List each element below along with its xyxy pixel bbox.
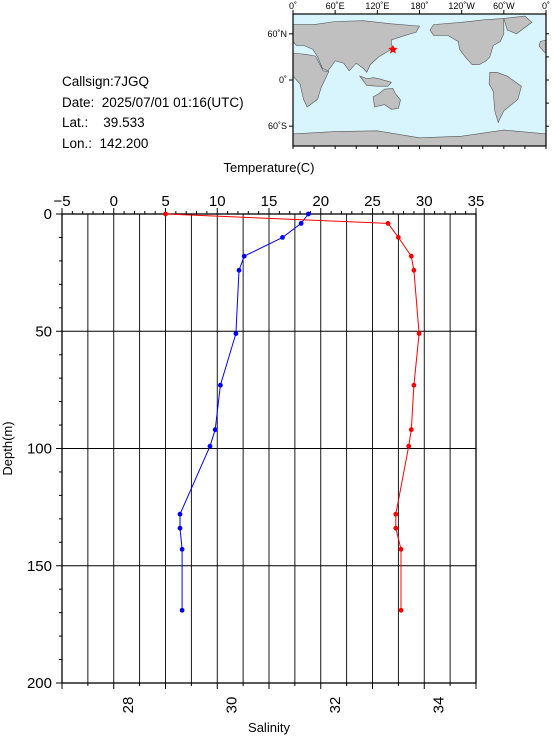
map-top-tick-label: 60˚W: [493, 1, 515, 11]
land-indonesia: [358, 75, 392, 87]
depth-axis-title: Depth(m): [0, 421, 15, 475]
depth-tick-label: 150: [27, 558, 52, 575]
temperature-tick-label: 35: [468, 193, 485, 210]
temperature-tick-label: 5: [161, 193, 169, 210]
land-greenland: [503, 15, 533, 35]
temperature-data-point: [305, 211, 311, 217]
salinity-data-point: [408, 253, 414, 259]
temperature-data-point: [280, 235, 285, 240]
depth-tick-label: 100: [27, 441, 52, 458]
temperature-data-point: [241, 253, 247, 259]
callsign-label: Callsign:: [62, 74, 114, 89]
land-north-america: [429, 18, 505, 65]
temperature-data-point: [236, 267, 242, 273]
salinity-data-point: [393, 525, 399, 531]
temperature-data-point: [212, 427, 218, 433]
salinity-axis-title: Salinity: [248, 720, 290, 735]
station-info: Callsign:7JGQ Date: 2025/07/01 01:16(UTC…: [62, 72, 244, 154]
salinity-tick-label: 30: [223, 697, 240, 714]
land-south-america: [488, 72, 522, 124]
map-left-tick-label: 60˚N: [267, 29, 287, 39]
map-top-tick-label: 120˚W: [448, 1, 475, 11]
salinity-data-point: [398, 607, 404, 613]
temperature-data-point: [207, 443, 213, 449]
depth-tick-label: 200: [27, 675, 52, 692]
lat-value: 39.533: [103, 115, 145, 130]
temperature-data-point: [233, 331, 239, 336]
temperature-tick-label: 20: [312, 193, 329, 210]
lat-label: Lat.:: [62, 115, 89, 130]
temperature-tick-label: 10: [209, 193, 226, 210]
temperature-tick-label: 0: [110, 193, 118, 210]
date-value: 2025/07/01 01:16(UTC): [101, 94, 244, 110]
temperature-tick-label: 30: [416, 193, 433, 210]
temperature-data-point: [298, 221, 304, 226]
map-top-tick-label: 60˚E: [326, 1, 345, 11]
date-row: Date: 2025/07/01 01:16(UTC): [62, 93, 244, 114]
salinity-data-point: [416, 331, 422, 336]
temperature-tick-label: 25: [364, 193, 381, 210]
salinity-data-point: [411, 382, 417, 388]
salinity-data-point: [393, 511, 399, 517]
callsign-value: 7JGQ: [113, 74, 150, 89]
map-top-tick-label: 180˚: [410, 1, 428, 11]
depth-tick-label: 0: [44, 206, 52, 223]
salinity-data-point: [398, 546, 404, 552]
map-top-tick-label: 0˚: [542, 1, 550, 11]
temperature-data-point: [179, 607, 185, 613]
salinity-tick-label: 34: [430, 697, 447, 714]
salinity-data-point: [396, 235, 401, 240]
depth-tick-label: 50: [35, 323, 52, 340]
salinity-data-point: [163, 211, 168, 217]
map-left-tick-label: 0˚: [279, 75, 287, 85]
land-eurasia: [292, 20, 420, 73]
salinity-tick-label: 32: [327, 697, 344, 714]
salinity-tick-label: 28: [120, 697, 137, 714]
land-africa: [292, 52, 330, 108]
lat-row: Lat.: 39.533: [62, 113, 244, 134]
temperature-data-point: [218, 382, 223, 388]
map-left-tick-label: 60˚S: [268, 121, 287, 131]
salinity-data-point: [408, 427, 414, 433]
world-map: 0˚ 60˚E 120˚E 180˚ 120˚W 60˚W 0˚ 60˚N 0˚ 60˚S: [267, 1, 550, 149]
salinity-data-point: [406, 443, 412, 449]
callsign-row: Callsign:7JGQ: [62, 72, 244, 93]
lon-value: 142.200: [99, 135, 149, 151]
temperature-data-point: [177, 525, 183, 531]
salinity-data-point: [385, 221, 391, 226]
temperature-tick-label: −5: [53, 193, 70, 210]
salinity-data-point: [411, 267, 417, 273]
temperature-axis-title: Temperature(C): [223, 160, 314, 175]
date-label: Date:: [62, 94, 95, 110]
map-top-tick-label: 0˚: [289, 1, 297, 11]
map-top-tick-label: 120˚E: [365, 1, 389, 11]
temperature-tick-label: 15: [261, 193, 278, 210]
temperature-data-point: [177, 511, 183, 517]
temperature-data-point: [179, 546, 185, 552]
lon-row: Lon.: 142.200: [62, 134, 244, 155]
land-australia: [372, 88, 401, 110]
star-icon: [388, 44, 398, 54]
lon-label: Lon.:: [62, 135, 93, 151]
